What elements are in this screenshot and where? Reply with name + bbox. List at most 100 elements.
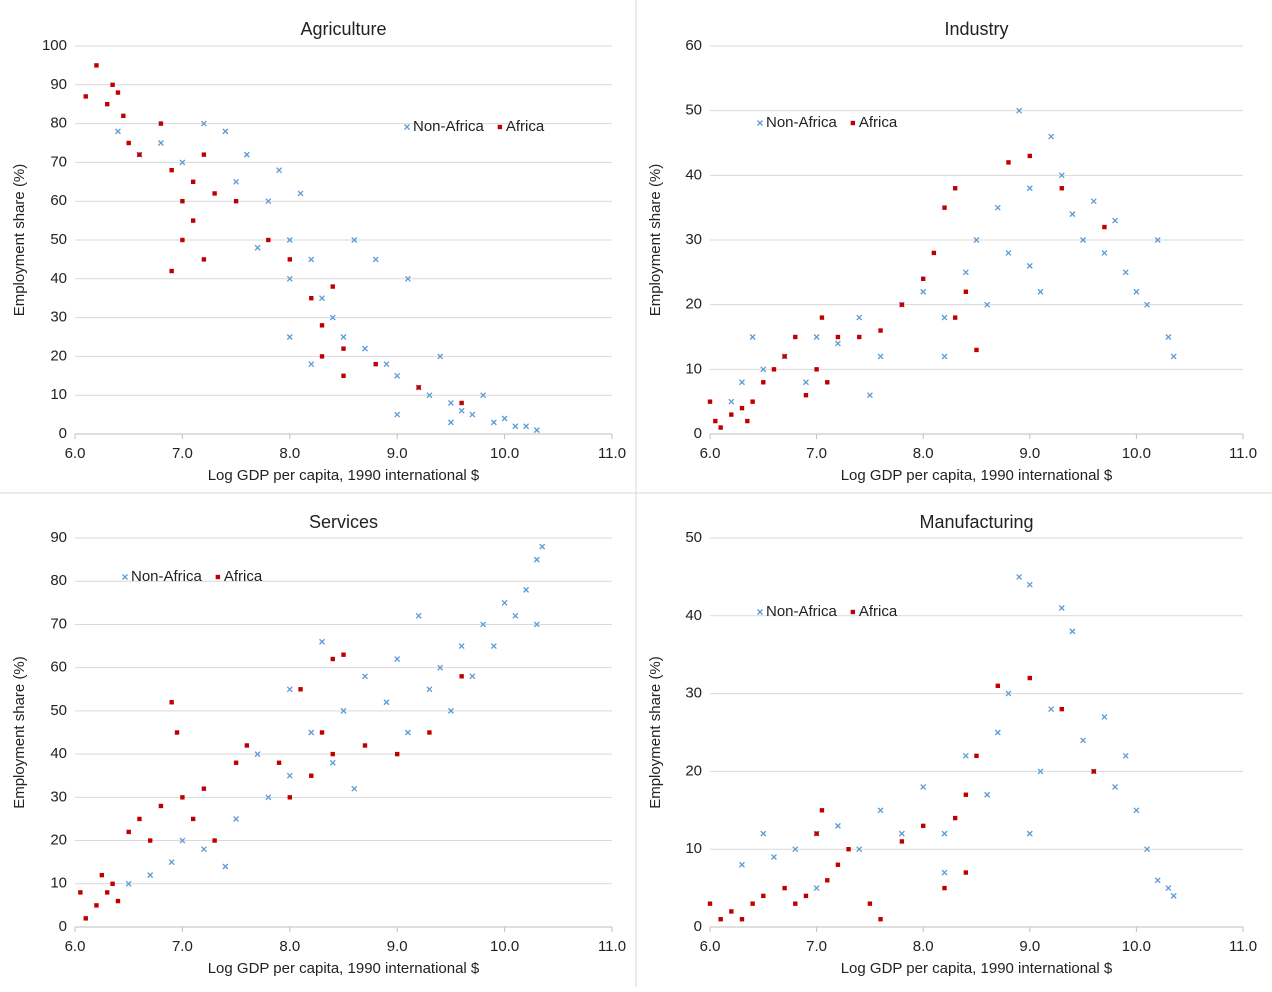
data-point <box>1133 288 1140 295</box>
data-point <box>803 893 809 899</box>
legend-label: Africa <box>224 568 263 585</box>
y-axis-label: Employment share (%) <box>11 656 28 809</box>
y-tick-label: 10 <box>685 840 702 857</box>
y-tick-label: 30 <box>685 231 702 248</box>
y-tick-label: 20 <box>685 762 702 779</box>
data-point <box>351 237 358 243</box>
data-point <box>308 729 315 736</box>
data-point <box>963 289 969 294</box>
data-point <box>180 795 185 800</box>
data-point <box>814 831 819 836</box>
data-point <box>782 354 787 359</box>
data-point <box>920 288 927 295</box>
data-point <box>1037 768 1044 775</box>
data-point <box>308 256 315 263</box>
data-point <box>222 863 229 870</box>
data-point <box>201 152 207 157</box>
y-tick-label: 10 <box>685 360 702 377</box>
data-point <box>179 159 186 166</box>
data-point <box>942 205 947 210</box>
data-point <box>899 302 905 307</box>
y-tick-label: 0 <box>694 425 702 442</box>
data-point <box>942 885 947 891</box>
data-point <box>1170 353 1177 360</box>
data-point <box>308 361 315 368</box>
legend-marker <box>850 120 856 126</box>
data-point <box>1058 172 1065 179</box>
data-point <box>501 415 508 422</box>
data-point <box>362 673 368 680</box>
data-point <box>771 854 777 860</box>
data-point <box>941 869 948 876</box>
data-point <box>952 186 958 191</box>
data-point <box>286 772 293 779</box>
y-tick-label: 10 <box>50 875 67 892</box>
data-point <box>340 334 347 340</box>
y-tick-label: 30 <box>50 309 67 326</box>
data-point <box>1027 675 1032 681</box>
data-point <box>298 687 303 692</box>
legend-marker <box>850 609 856 615</box>
data-point <box>233 178 240 185</box>
data-point <box>962 752 969 759</box>
data-point <box>867 901 873 906</box>
data-point <box>1026 830 1033 837</box>
data-point <box>319 638 325 645</box>
data-point <box>415 612 422 619</box>
data-point <box>994 729 1001 736</box>
y-axis-label: Employment share (%) <box>11 164 28 317</box>
data-point <box>115 90 121 95</box>
data-point <box>490 643 497 650</box>
y-tick-label: 50 <box>685 102 702 119</box>
data-point <box>834 340 841 347</box>
y-tick-label: 20 <box>50 347 67 364</box>
legend-label: Non-Africa <box>413 118 485 135</box>
data-point <box>1059 186 1064 191</box>
data-point <box>105 890 110 895</box>
x-tick-label: 7.0 <box>806 445 827 462</box>
data-point <box>749 334 756 340</box>
data-point <box>974 753 979 759</box>
x-tick-label: 8.0 <box>279 445 300 462</box>
data-point <box>739 917 745 922</box>
y-tick-label: 30 <box>50 788 67 805</box>
data-point <box>190 816 196 822</box>
data-point <box>147 838 153 843</box>
data-point <box>286 686 293 693</box>
data-point <box>212 838 217 843</box>
data-point <box>813 334 820 340</box>
data-point <box>739 379 745 386</box>
data-point <box>1005 690 1012 697</box>
data-point <box>341 346 346 351</box>
y-tick-label: 90 <box>50 76 67 93</box>
data-point <box>1026 185 1033 192</box>
data-point <box>437 353 444 360</box>
data-point <box>287 257 292 262</box>
chart-title: Industry <box>944 19 1008 39</box>
data-point <box>480 621 487 628</box>
data-point <box>962 269 969 276</box>
data-point <box>243 151 250 158</box>
data-point <box>1005 249 1012 256</box>
data-point <box>1165 885 1172 892</box>
legend-marker <box>757 120 763 126</box>
data-point <box>319 730 325 735</box>
data-point <box>341 652 346 657</box>
data-point <box>533 556 540 563</box>
data-point <box>458 407 465 414</box>
x-axis-label: Log GDP per capita, 1990 international $ <box>841 467 1113 484</box>
legend-marker <box>215 574 221 580</box>
y-tick-label: 90 <box>50 529 67 546</box>
data-point <box>1027 153 1032 159</box>
y-tick-label: 40 <box>685 607 702 624</box>
y-tick-label: 20 <box>50 832 67 849</box>
data-point <box>168 859 175 866</box>
data-point <box>330 751 335 757</box>
data-point <box>190 218 196 223</box>
data-point <box>447 419 454 426</box>
data-point <box>1122 752 1129 759</box>
data-point <box>222 128 229 135</box>
y-tick-label: 0 <box>694 918 702 935</box>
data-point <box>265 794 272 801</box>
data-point <box>147 872 154 879</box>
